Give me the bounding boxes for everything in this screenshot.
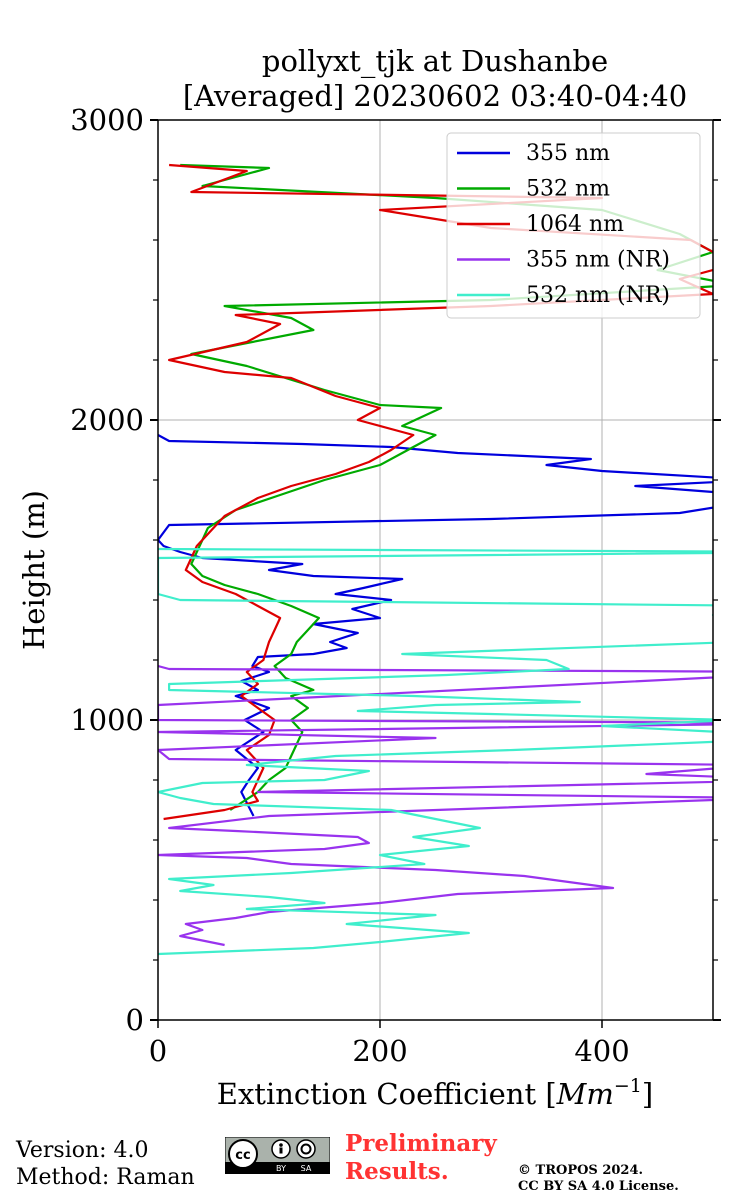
- cc-by-sa-icon: cc BY SA: [225, 1137, 330, 1174]
- legend-label: 355 nm: [526, 141, 610, 166]
- chart-title-line2: [Averaged] 20230602 03:40-04:40: [183, 79, 687, 113]
- svg-text:cc: cc: [235, 1148, 250, 1163]
- x-tick-label: 0: [149, 1034, 167, 1068]
- svg-text:SA: SA: [301, 1164, 312, 1173]
- legend: 355 nm 532 nm 1064 nm 355 nm (NR) 532 nm (NR…: [446, 132, 701, 319]
- y-tick-label: 1000: [70, 703, 144, 737]
- x-axis-label: Extinction Coefficient [Mm−1]: [217, 1075, 653, 1111]
- y-axis-label: Height (m): [17, 490, 51, 650]
- legend-label: 532 nm: [526, 177, 610, 202]
- y-tick-label: 2000: [70, 403, 144, 437]
- method-text: Method: Raman: [16, 1165, 195, 1190]
- series-line-4: [158, 547, 713, 956]
- legend-label: 355 nm (NR): [526, 248, 670, 273]
- legend-label: 1064 nm: [526, 212, 624, 237]
- extinction-profile-chart: pollyxt_tjk at Dushanbe [Averaged] 20230…: [17, 44, 721, 1111]
- plot-frame: [157, 119, 714, 1021]
- preliminary-results-note: Preliminary Results.: [345, 1130, 497, 1186]
- axis-ticks: 0 200 400 0 1000 2000 3000: [70, 103, 721, 1068]
- version-text: Version: 4.0: [16, 1138, 149, 1163]
- copyright-line-1: © TROPOS 2024.: [518, 1163, 644, 1178]
- x-tick-label: 200: [352, 1034, 407, 1068]
- x-tick-label: 400: [574, 1034, 629, 1068]
- y-tick-label: 3000: [70, 103, 144, 137]
- copyright-note: © TROPOS 2024. CC BY SA 4.0 License.: [518, 1163, 679, 1195]
- y-tick-label: 0: [126, 1003, 144, 1037]
- preliminary-line-1: Preliminary: [345, 1130, 497, 1157]
- copyright-line-2: CC BY SA 4.0 License.: [518, 1179, 679, 1194]
- series-line-3: [158, 664, 713, 947]
- chart-title-line1: pollyxt_tjk at Dushanbe: [262, 44, 608, 79]
- preliminary-line-2: Results.: [345, 1158, 449, 1185]
- svg-text:BY: BY: [276, 1164, 286, 1173]
- legend-label: 532 nm (NR): [526, 283, 670, 308]
